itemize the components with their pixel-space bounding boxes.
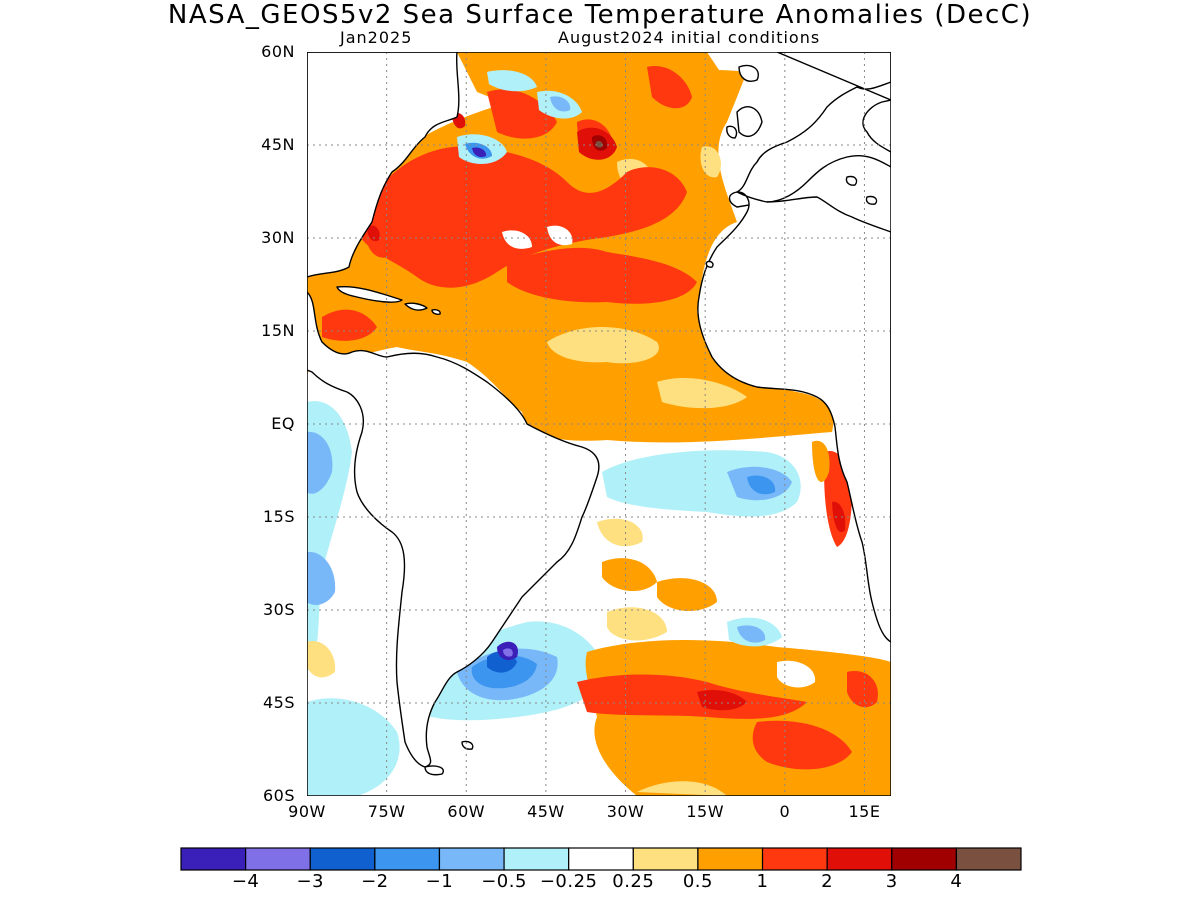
- colorbar-label: −4: [231, 871, 260, 892]
- lat-tick-label: 15N: [261, 321, 295, 340]
- sst-anomaly-map: [307, 52, 891, 796]
- forecast-month: Jan2025: [340, 28, 413, 47]
- colorbar-label: −2: [361, 871, 389, 892]
- colorbar-swatch: [955, 847, 1022, 871]
- lon-tick-label: 15W: [686, 802, 725, 821]
- lon-tick-label: 90W: [288, 802, 326, 821]
- land-africa: [697, 191, 891, 643]
- colorbar-swatch: [697, 847, 764, 871]
- land-north-america: [307, 52, 460, 278]
- colorbar-label: 1: [756, 871, 769, 892]
- colorbar-swatch: [245, 847, 311, 871]
- colorbar: [180, 847, 1022, 871]
- land-cuba: [336, 285, 403, 303]
- colorbar-swatch: [438, 847, 505, 871]
- colorbar-label: 4: [950, 871, 963, 892]
- colorbar-label: −0.25: [539, 871, 598, 892]
- colorbar-swatch: [761, 847, 828, 871]
- colorbar-swatch: [309, 847, 376, 871]
- land-south-america: [307, 291, 600, 768]
- colorbar-label: −3: [296, 871, 324, 892]
- initial-conditions-label: August2024 initial conditions: [558, 28, 821, 47]
- land-british-isles: [736, 106, 763, 138]
- map-title: NASA_GEOS5v2 Sea Surface Temperature Ano…: [167, 0, 1033, 30]
- colorbar-label: 2: [821, 871, 834, 892]
- colorbar-swatch: [374, 847, 441, 871]
- lat-tick-label: 30N: [261, 228, 295, 247]
- lat-tick-label: 30S: [262, 600, 295, 619]
- lat-tick-label: 45N: [261, 135, 295, 154]
- lon-tick-label: 75W: [367, 802, 406, 821]
- lon-tick-label: 0: [779, 802, 791, 821]
- lon-tick-label: 45W: [527, 802, 565, 821]
- lat-tick-label: 60N: [261, 42, 295, 61]
- colorbar-swatch: [180, 847, 247, 871]
- lat-tick-label: 45S: [262, 693, 295, 712]
- lat-tick-label: 60S: [262, 786, 295, 805]
- colorbar-swatch: [826, 847, 893, 871]
- anomaly-region-gulfstream-warm: [357, 146, 687, 288]
- lat-tick-label: EQ: [271, 414, 295, 433]
- colorbar-swatch: [568, 847, 634, 871]
- lon-tick-label: 15E: [848, 802, 881, 821]
- colorbar-label: 0.25: [612, 871, 655, 892]
- lon-tick-label: 60W: [447, 802, 486, 821]
- colorbar-swatch: [632, 847, 699, 871]
- colorbar-label: −0.5: [481, 871, 527, 892]
- colorbar-label: −1: [425, 871, 454, 892]
- colorbar-swatch: [503, 847, 570, 871]
- land-europe: [728, 52, 891, 208]
- land-hispaniola: [404, 302, 428, 311]
- colorbar-label: 3: [885, 871, 898, 892]
- colorbar-swatch: [891, 847, 957, 871]
- lat-tick-label: 15S: [262, 507, 295, 526]
- colorbar-label: 0.5: [682, 871, 713, 892]
- lon-tick-label: 30W: [606, 802, 645, 821]
